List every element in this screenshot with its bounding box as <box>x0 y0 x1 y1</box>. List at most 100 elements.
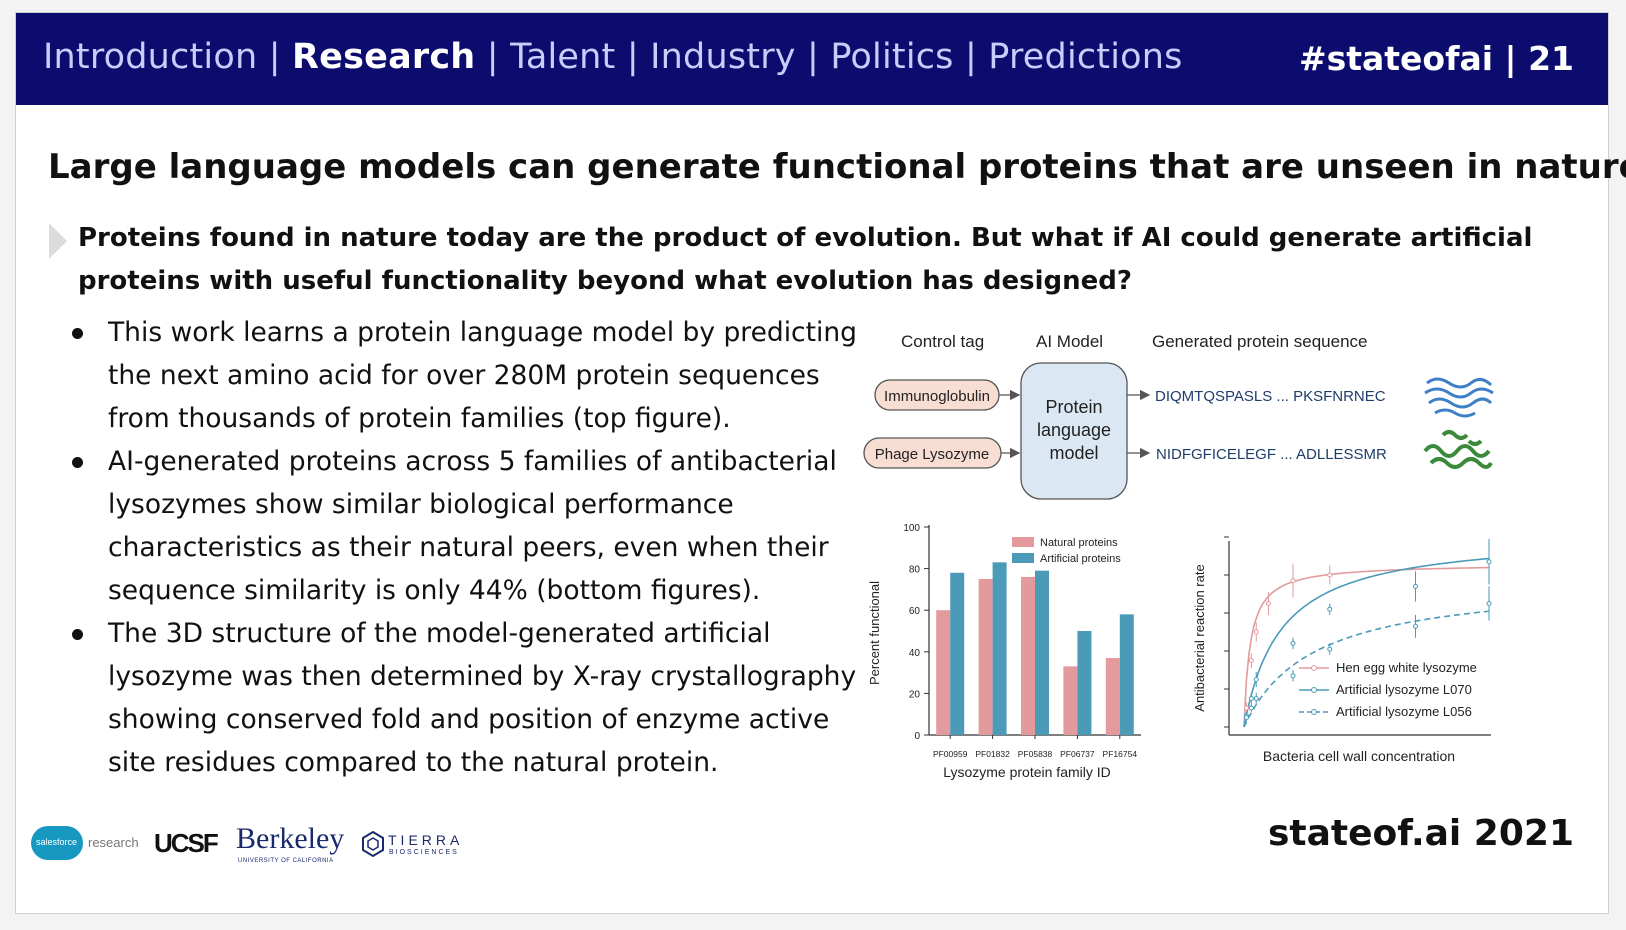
kin-point-2 <box>1327 646 1333 652</box>
bullet-text: AI-generated proteins across 5 families … <box>108 446 837 606</box>
nav-item-introduction[interactable]: Introduction <box>43 37 258 77</box>
bullet-item: AI-generated proteins across 5 families … <box>64 440 864 612</box>
header-control-tag: Control tag <box>901 332 984 351</box>
footer-brand: stateof.ai 2021 <box>1267 813 1574 854</box>
tag-immunoglobulin: Immunoglobulin <box>884 388 990 405</box>
nav-item-research[interactable]: Research <box>292 37 476 77</box>
kin-point-0 <box>1327 572 1333 578</box>
kin-point-2 <box>1253 696 1259 701</box>
nav-item-predictions[interactable]: Predictions <box>988 37 1183 77</box>
kin-point-2 <box>1248 705 1254 711</box>
bar-x-tick-label: PF16754 <box>1103 749 1138 759</box>
tierra-hexagon-icon <box>362 830 384 858</box>
nav-separator: | <box>807 37 820 77</box>
slide: Introduction | Research | Talent | Indus… <box>15 12 1626 914</box>
kin-point-0 <box>1290 578 1296 584</box>
bar-x-tick-label: PF06737 <box>1060 749 1095 759</box>
bullet-item: This work learns a protein language mode… <box>64 311 864 440</box>
nav-separator: | <box>486 37 499 77</box>
bar-x-tick-label: PF05838 <box>1018 749 1053 759</box>
bar-artificial-pf01832 <box>992 562 1007 735</box>
kin-legend-marker-2 <box>1311 709 1317 715</box>
bar-artificial-pf00959 <box>950 572 965 735</box>
berkeley-logo: Berkeley <box>236 822 345 855</box>
kin-point-2 <box>1290 673 1296 679</box>
kin-curve-0 <box>1243 566 1489 728</box>
lead-text: Proteins found in nature today are the p… <box>78 223 1533 296</box>
kin-legend-label-2: Artificial lysozyme L056 <box>1336 704 1472 719</box>
bullet-dot-icon <box>72 629 83 640</box>
kin-y-axis-label: Antibacterial reaction rate <box>1192 564 1207 711</box>
header-ai-model: AI Model <box>1036 332 1103 351</box>
nav-item-politics[interactable]: Politics <box>830 37 954 77</box>
model-label-line: model <box>1049 443 1098 463</box>
nav-item-industry[interactable]: Industry <box>650 37 796 77</box>
bar-natural-pf01832 <box>978 579 993 735</box>
tierra-logo: TIERRA <box>388 832 464 848</box>
bar-x-tick-label: PF01832 <box>975 749 1010 759</box>
model-box <box>1020 362 1128 500</box>
bullet-text: This work learns a protein language mode… <box>108 317 858 434</box>
legend-swatch-artificial <box>1012 553 1034 563</box>
charts-area: 0 20 40 60 80 100 PF00959 PF01832 PF05838 PF0673… <box>867 523 1492 780</box>
bar-y-tick-label: 40 <box>909 648 921 659</box>
bullet-dot-icon <box>72 457 83 468</box>
sequence-immunoglobulin: DIQMTQSPASLS ... PKSFNRNEC <box>1155 388 1386 405</box>
legend-label-natural: Natural proteins <box>1040 537 1118 549</box>
kin-legend-marker-1 <box>1311 687 1317 693</box>
bar-x-axis-label: Lysozyme protein family ID <box>943 764 1111 780</box>
bar-artificial-pf06737 <box>1077 631 1092 735</box>
kin-point-0 <box>1266 601 1271 606</box>
legend-swatch-natural <box>1012 537 1034 547</box>
kin-curve-1 <box>1243 557 1490 728</box>
kin-point-1 <box>1327 606 1333 612</box>
model-label-line: Protein <box>1045 397 1102 417</box>
kin-point-1 <box>1253 677 1259 682</box>
nav-separator: | <box>964 37 977 77</box>
protein-model-diagram: Control tag AI Model Generated protein s… <box>863 332 1494 500</box>
protein-structure-green-icon <box>1423 430 1493 469</box>
kin-legend-label-1: Artificial lysozyme L070 <box>1336 682 1472 697</box>
kin-legend-marker-0 <box>1311 665 1317 671</box>
salesforce-logo: salesforce <box>31 826 83 860</box>
bar-chart: 0 20 40 60 80 100 PF00959 PF01832 PF05838 PF0673… <box>867 523 1141 780</box>
bar-natural-pf06737 <box>1063 666 1078 735</box>
bar-natural-pf16754 <box>1105 658 1120 735</box>
model-label-line: language <box>1037 420 1111 440</box>
tag-phage-lysozyme: Phage Lysozyme <box>875 446 990 463</box>
bar-artificial-pf16754 <box>1119 614 1134 735</box>
kinetics-line-chart: Antibacterial reaction rate Bacteria cel… <box>1192 536 1492 764</box>
partner-logos: salesforce research UCSF Berkeley UNIVER… <box>31 818 491 873</box>
berkeley-logo-sub: UNIVERSITY OF CALIFORNIA <box>238 858 334 864</box>
slide-hashtag-page: #stateofai | 21 <box>1298 39 1574 78</box>
bar-natural-pf00959 <box>936 610 951 735</box>
bar-y-tick-label: 0 <box>914 731 920 742</box>
nav-item-talent[interactable]: Talent <box>510 37 616 77</box>
kin-point-1 <box>1290 640 1296 646</box>
kin-point-2 <box>1243 715 1249 720</box>
bar-y-axis-label: Percent functional <box>867 581 882 685</box>
header-generated-sequence: Generated protein sequence <box>1152 332 1368 351</box>
kin-point-0 <box>1253 629 1259 635</box>
kin-point-0 <box>1243 705 1249 711</box>
kin-point-1 <box>1486 559 1492 565</box>
ucsf-logo: UCSF <box>154 828 219 858</box>
slide-title: Large language models can generate funct… <box>48 147 1626 187</box>
sequence-phage-lysozyme: NIDFGFICELEGF ... ADLLESSMR <box>1156 446 1387 463</box>
bar-y-tick-label: 60 <box>909 606 921 617</box>
kin-point-2 <box>1413 623 1418 629</box>
salesforce-logo-text: salesforce <box>36 837 78 847</box>
bar-x-tick-label: PF00959 <box>933 749 968 759</box>
top-nav-bar: Introduction | Research | Talent | Indus… <box>16 13 1608 105</box>
bullet-dot-icon <box>72 328 83 339</box>
bullet-item: The 3D structure of the model-generated … <box>64 612 864 784</box>
bar-natural-pf05838 <box>1021 576 1035 735</box>
section-nav: Introduction | Research | Talent | Indus… <box>43 37 1183 77</box>
protein-structure-blue-icon <box>1424 377 1494 418</box>
salesforce-research-text: research <box>88 835 139 850</box>
nav-separator: | <box>626 37 639 77</box>
tierra-logo-sub: BIOSCIENCES <box>389 849 459 856</box>
bar-y-tick-label: 20 <box>909 689 921 700</box>
bar-artificial-pf05838 <box>1035 570 1049 735</box>
lead-arrow-icon <box>49 223 67 259</box>
